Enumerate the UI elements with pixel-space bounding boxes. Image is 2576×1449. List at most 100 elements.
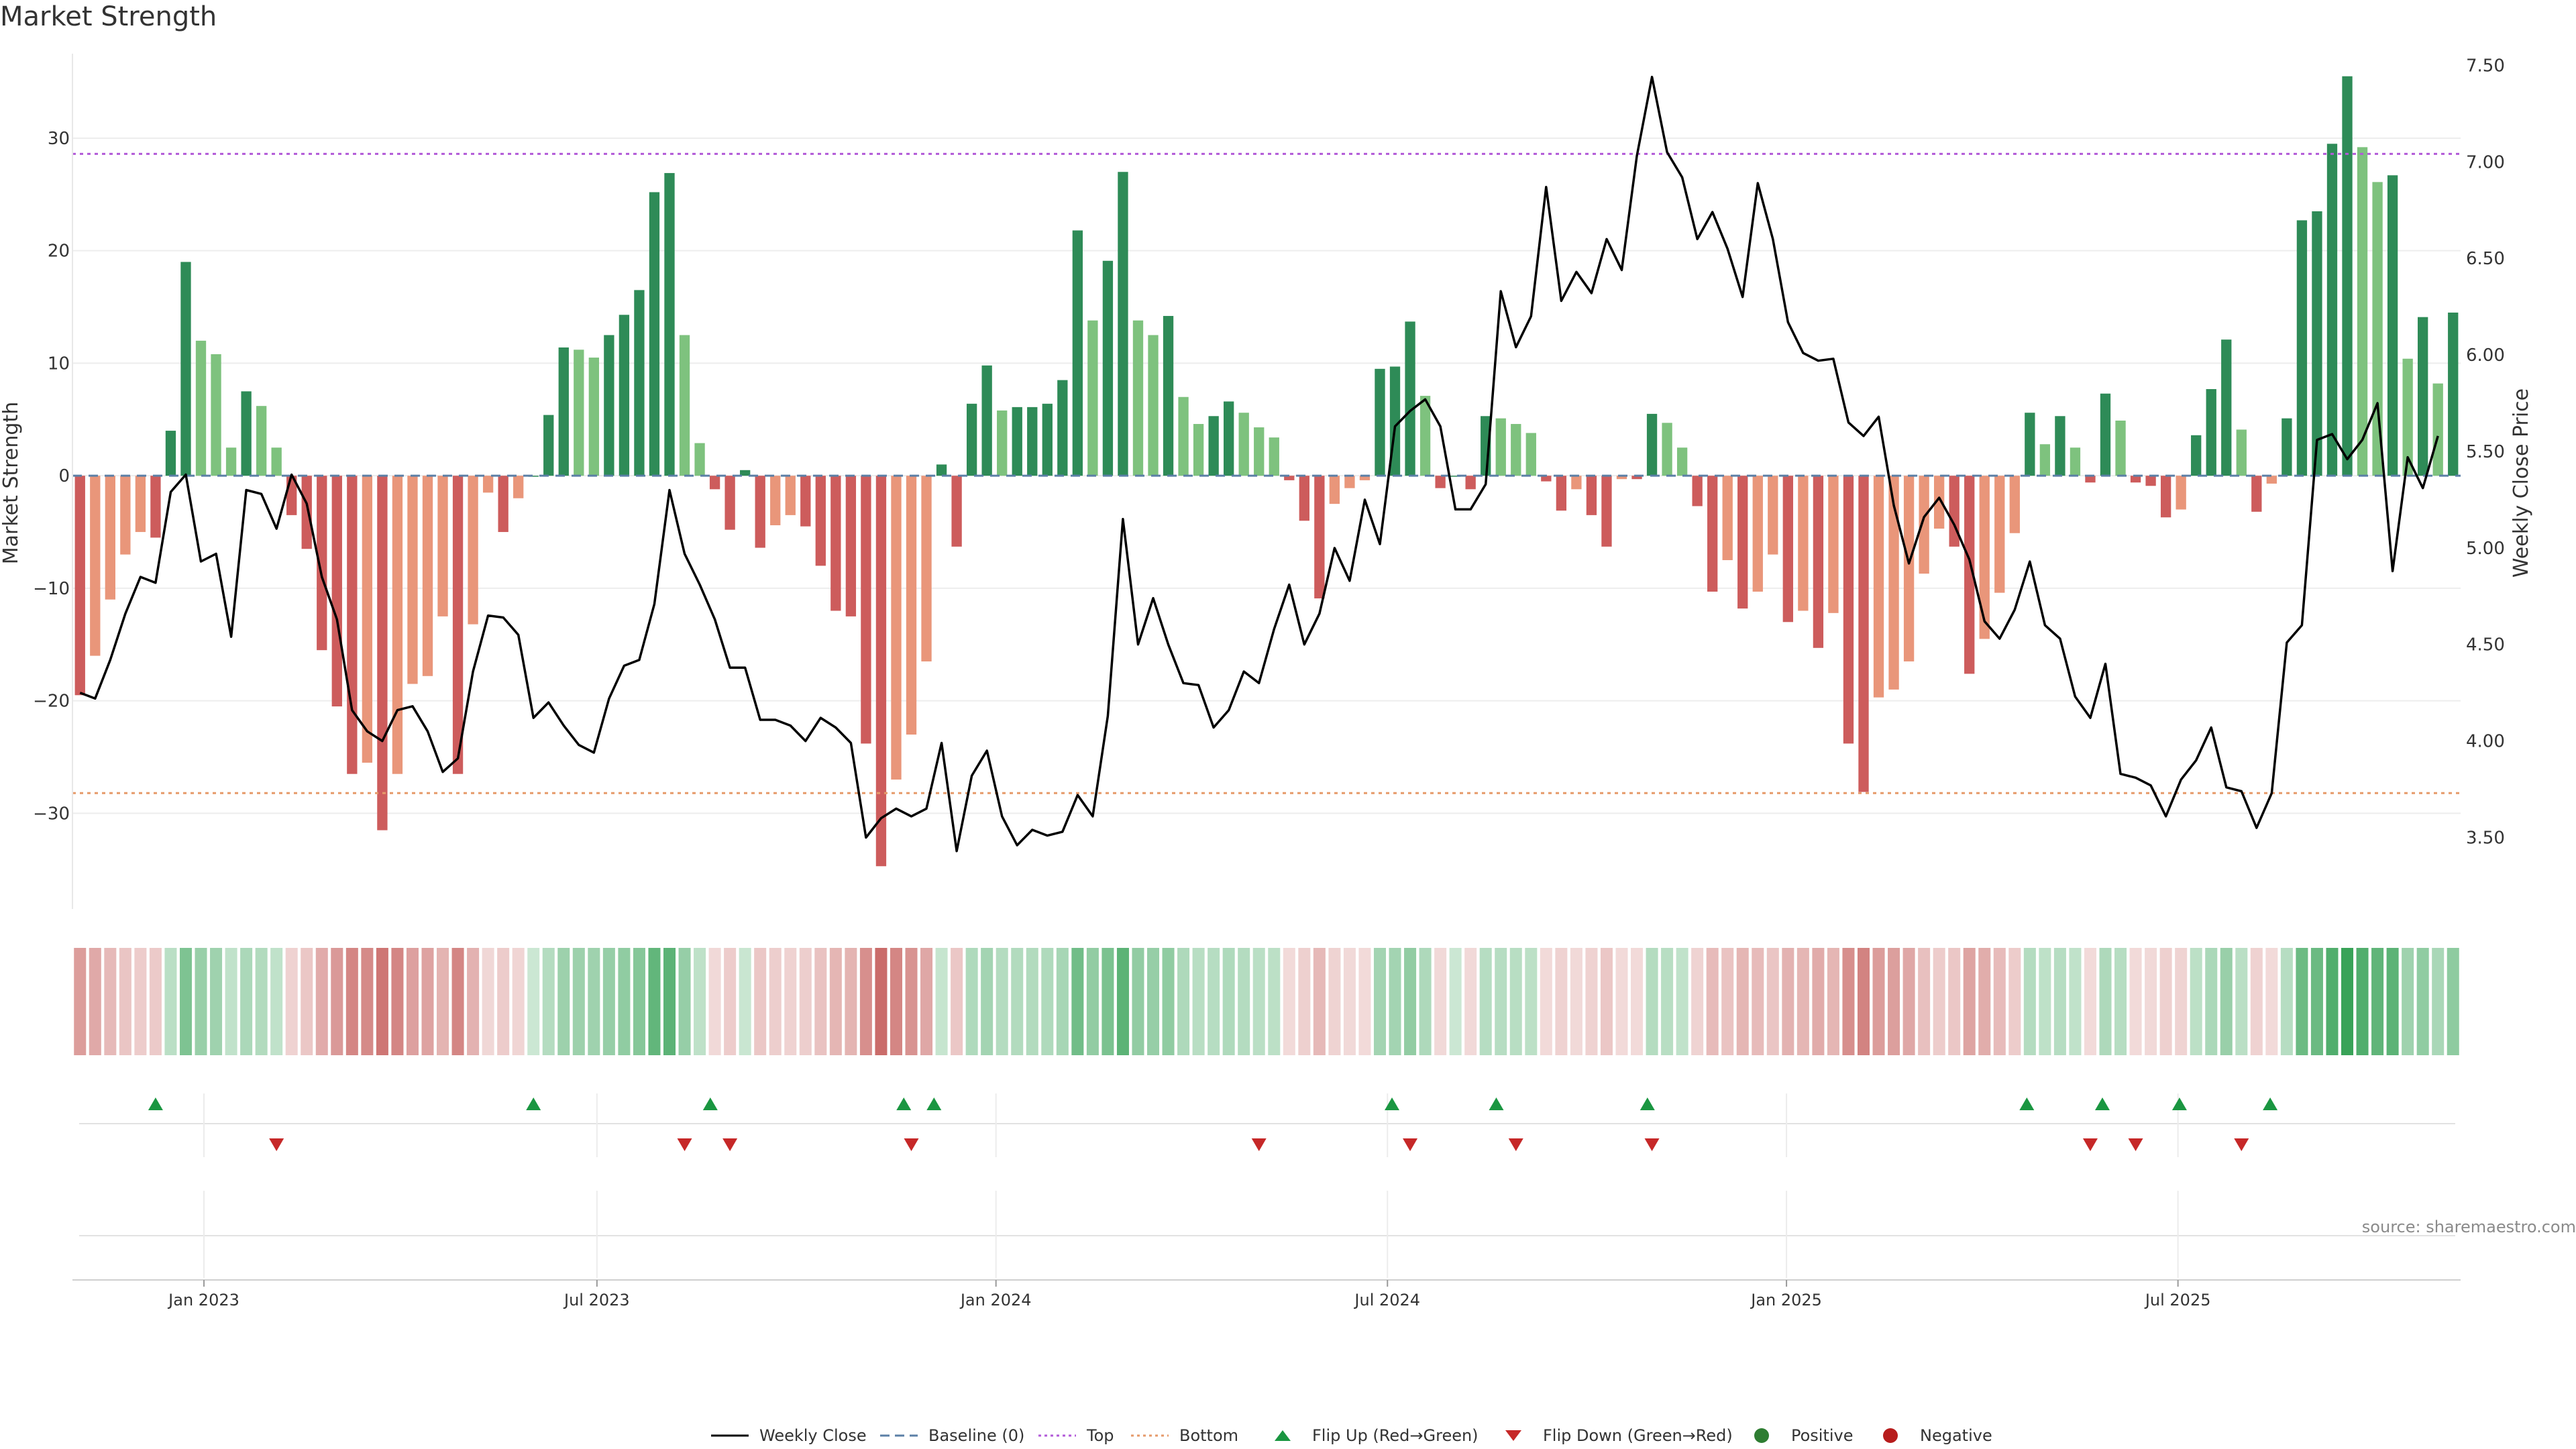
strength-bar	[165, 431, 176, 476]
heat-strip-cell	[1827, 948, 1839, 1055]
strength-bar	[1359, 476, 1371, 480]
heat-strip-cell	[2250, 948, 2263, 1055]
heat-strip-cell	[2039, 948, 2051, 1055]
strength-bar	[2296, 220, 2308, 476]
strength-bar	[1828, 476, 1839, 613]
strength-bar	[2130, 476, 2141, 483]
heat-strip-cell	[2296, 948, 2308, 1055]
heat-strip-cell	[1570, 948, 1582, 1055]
strength-bar	[1072, 230, 1083, 476]
heat-strip-cell	[1978, 948, 1991, 1055]
strength-bar	[225, 447, 237, 476]
y2-tick-label: 3.50	[2466, 828, 2505, 849]
x-tick-label: Jan 2025	[1750, 1291, 1822, 1309]
flip-up-marker	[148, 1097, 163, 1110]
strength-bar	[785, 476, 796, 515]
heat-strip-cell	[2053, 948, 2066, 1055]
strength-bar	[936, 464, 947, 476]
heat-strip-cell	[1676, 948, 1688, 1055]
strength-bar	[1646, 413, 1658, 476]
flip-markers	[79, 1093, 2455, 1278]
heat-strip-cell	[2371, 948, 2384, 1055]
strength-bar	[1511, 424, 1521, 476]
heat-strip-cell	[2084, 948, 2096, 1055]
circle-icon	[1883, 1428, 1898, 1443]
y-tick-label: 30	[48, 129, 70, 149]
heat-strip-cell	[1373, 948, 1386, 1055]
heat-strip-cell	[240, 948, 253, 1055]
legend-item-negative: Negative	[1870, 1422, 1992, 1449]
heat-strip-cell	[451, 948, 464, 1055]
heat-strip-cell	[1948, 948, 1961, 1055]
chart-title: Market Strength	[0, 1, 217, 32]
strength-bar	[1707, 476, 1718, 592]
heat-strip-cell	[391, 948, 404, 1055]
heat-strip-cell	[708, 948, 721, 1055]
heat-strip-cell	[1796, 948, 1809, 1055]
flip-up-marker	[896, 1097, 912, 1110]
heat-strip-cell	[814, 948, 827, 1055]
flip-up-marker	[926, 1097, 942, 1110]
strength-bar	[1813, 476, 1824, 648]
flip-down-marker	[1403, 1138, 1418, 1151]
solid-line-icon	[711, 1434, 749, 1437]
axes: −30 −20 −10 0 10 20 30 3.50 4.00 4.50 5.00 5.50 6.00…	[0, 54, 2533, 909]
heat-strip-cell	[89, 948, 101, 1055]
strength-bar	[392, 476, 403, 774]
heat-strip-cell	[497, 948, 510, 1055]
heat-strip-cell	[437, 948, 449, 1055]
dashed-line-icon	[880, 1434, 918, 1437]
strength-bar	[2357, 147, 2368, 476]
strength-bar	[1798, 476, 1809, 611]
strength-bar	[2448, 312, 2459, 476]
heat-strip-cell	[1993, 948, 2006, 1055]
strength-bar	[105, 476, 115, 600]
strength-bar	[1933, 476, 1945, 529]
heat-strip-cell	[965, 948, 978, 1055]
heat-strip-cell	[1086, 948, 1099, 1055]
flip-down-marker	[2128, 1138, 2143, 1151]
heat-strip-cell	[2220, 948, 2233, 1055]
strength-bar	[2085, 476, 2096, 483]
strength-bar	[845, 476, 857, 616]
strength-bar	[1314, 476, 1325, 599]
flip-up-marker	[2263, 1097, 2278, 1110]
heat-strip-cell	[2326, 948, 2339, 1055]
strength-bar	[770, 476, 781, 525]
heat-strip-cell	[301, 948, 313, 1055]
heat-strip-cell	[2190, 948, 2202, 1055]
heat-strip-cell	[361, 948, 374, 1055]
heat-strip-cell	[1842, 948, 1855, 1055]
strength-bar	[966, 403, 977, 476]
heat-strip-cell	[179, 948, 192, 1055]
strength-bar	[1843, 476, 1854, 744]
threshold-lines	[72, 152, 2461, 794]
flip-up-marker	[2095, 1097, 2110, 1110]
strength-bar	[1752, 476, 1763, 592]
heat-strip-cell	[421, 948, 434, 1055]
x-axis: Jan 2023 Jul 2023 Jan 2024 Jul 2024 Jan 2025…	[72, 1279, 2461, 1309]
legend-label: Baseline (0)	[928, 1426, 1025, 1445]
strength-bar	[739, 470, 751, 476]
y2-tick-label: 5.50	[2466, 442, 2505, 462]
heat-strip-cell	[1026, 948, 1038, 1055]
x-tick-label: Jul 2023	[563, 1291, 630, 1309]
strength-bar	[1525, 433, 1536, 476]
strength-bar	[2039, 444, 2051, 476]
strength-bar	[1662, 423, 1672, 476]
heat-strip-cell	[2205, 948, 2218, 1055]
flip-down-marker	[904, 1138, 919, 1151]
heat-strip-cell	[2265, 948, 2278, 1055]
y2-tick-label: 6.50	[2466, 249, 2505, 269]
strength-bar	[604, 335, 614, 476]
heat-strip-cell	[1222, 948, 1235, 1055]
heat-strip-cell	[1857, 948, 1870, 1055]
heat-strip-cell	[678, 948, 691, 1055]
heat-strip-cell	[557, 948, 570, 1055]
legend-item-flip-down: Flip Down (Green→Red)	[1493, 1422, 1733, 1449]
strength-bar	[1148, 335, 1159, 476]
heat-strip-cell	[951, 948, 963, 1055]
heat-strip-cell	[2447, 948, 2459, 1055]
strength-bar	[1419, 396, 1431, 476]
heat-strip-cell	[1963, 948, 1976, 1055]
